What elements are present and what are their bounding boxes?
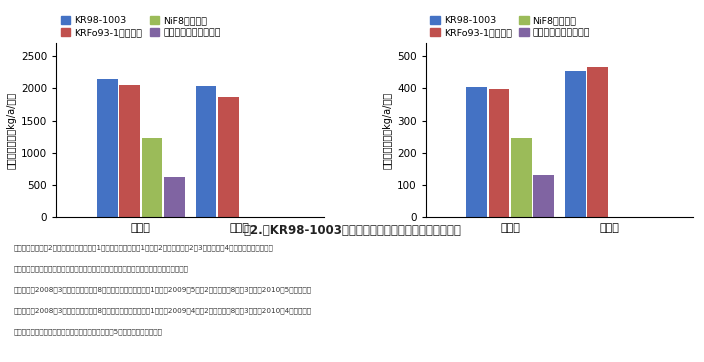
Bar <box>164 177 184 217</box>
Text: 種子島は育成地の九州沖縄農業研究センター圃場、徳之島は徳之島町の現地圃場を示す。: 種子島は育成地の九州沖縄農業研究センター圃場、徳之島は徳之島町の現地圃場を示す。 <box>14 265 189 272</box>
Text: ローズグラスは九州沖縄農業研究センター圃場で年5回収穮した値を示す。: ローズグラスは九州沖縄農業研究センター圃場で年5回収穮した値を示す。 <box>14 328 163 335</box>
Y-axis label: 年間生草収量（kg/a/年）: 年間生草収量（kg/a/年） <box>7 92 17 169</box>
Bar <box>119 85 140 217</box>
Bar <box>466 87 487 217</box>
Text: 図の値は試験期間2年間の平均値を示す（1年目：新植、株出ㅧ1回目、2年目：株出ㅧ2、3回目、合誈4回収穮調査を実施）。: 図の値は試験期間2年間の平均値を示す（1年目：新植、株出ㅧ1回目、2年目：株出ㅧ… <box>14 244 274 251</box>
Bar <box>489 89 510 217</box>
Bar <box>142 138 163 217</box>
Bar <box>96 79 118 217</box>
Text: 徳之島は、2008年3月に植付け、同年8月に新植を収穮、株出ㅧ1回目を2009年4月、2回目を同年8月、3回目を2010年4月に収穮。: 徳之島は、2008年3月に植付け、同年8月に新植を収穮、株出ㅧ1回目を2009年… <box>14 307 312 314</box>
Bar <box>511 138 532 217</box>
Bar <box>196 86 216 217</box>
Bar <box>534 175 554 217</box>
Bar <box>218 97 239 217</box>
Y-axis label: 年間久物収量（kg/a/年）: 年間久物収量（kg/a/年） <box>383 92 393 169</box>
Text: 嘦2.『KR98-1003』の年間生草収量および年間久物収量: 嘦2.『KR98-1003』の年間生草収量および年間久物収量 <box>243 224 461 237</box>
Text: 種子島は、2008年3月に植付け、同年8月に新植を収穮、株出ㅧ1回目を2009年5月、2回目を同年8月、3回目を2010年5月に収穮。: 種子島は、2008年3月に植付け、同年8月に新植を収穮、株出ㅧ1回目を2009年… <box>14 286 312 293</box>
Legend: KR98-1003, KRFo93-1（比較）, NiF8（参考）, ローズグラス（参考）: KR98-1003, KRFo93-1（比較）, NiF8（参考）, ローズグラ… <box>61 16 220 37</box>
Bar <box>565 71 586 217</box>
Bar <box>587 67 608 217</box>
Legend: KR98-1003, KRFo93-1（比較）, NiF8（参考）, ローズグラス（参考）: KR98-1003, KRFo93-1（比較）, NiF8（参考）, ローズグラ… <box>430 16 590 37</box>
